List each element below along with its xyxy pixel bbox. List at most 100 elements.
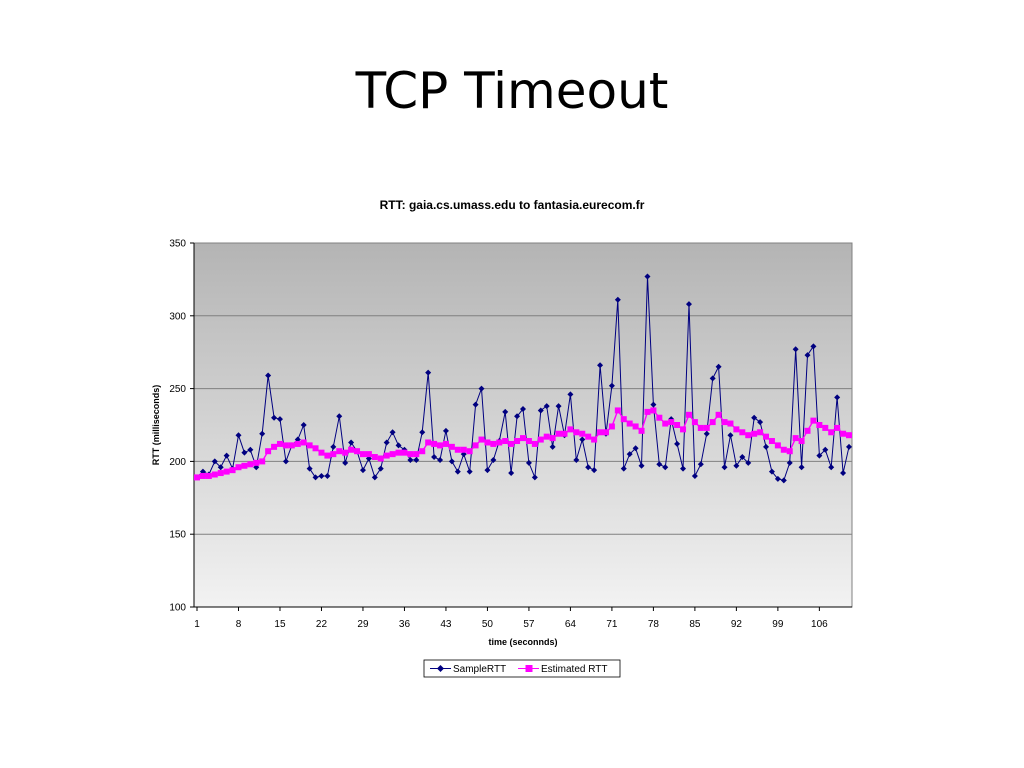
data-point [306,442,313,449]
data-point [763,433,770,440]
data-point [555,430,562,437]
data-point [662,420,669,427]
data-point [822,424,829,431]
data-point [223,468,230,475]
data-point [306,465,313,472]
x-tick-label: 15 [274,619,286,630]
data-point [608,382,615,389]
data-point [241,449,248,456]
data-point [721,419,728,426]
x-axis-label: time (seconnds) [488,637,557,647]
data-point [674,422,681,428]
data-point [271,414,278,421]
data-point [389,429,396,436]
data-point [520,405,526,412]
data-point [490,440,497,447]
data-point [241,462,248,469]
data-point [377,465,384,472]
data-point [520,435,526,442]
x-tick-label: 57 [523,619,535,630]
data-point [431,440,438,447]
data-point [834,424,841,431]
data-point [828,464,835,471]
data-point [442,440,449,447]
data-point [265,372,272,379]
data-point [247,446,254,453]
data-point [247,461,254,468]
y-axis-label: RTT (milliseconds) [151,385,161,466]
data-point [567,391,574,398]
data-point [822,446,829,453]
data-point [472,401,479,408]
data-point [389,451,396,458]
y-tick-label: 300 [169,311,186,322]
data-point [614,407,621,414]
data-point [786,448,793,455]
y-tick-label: 200 [169,457,186,468]
data-point [508,440,515,447]
data-point [395,442,402,449]
data-point [259,458,266,465]
data-point [656,414,663,421]
y-tick-label: 150 [169,530,186,541]
data-point [792,346,799,353]
data-point [685,301,692,308]
legend: SampleRTT Estimated RTT [423,659,621,678]
data-point [828,429,835,436]
data-point [217,470,224,477]
data-point [371,474,378,481]
data-point [804,352,811,359]
data-point [561,430,568,437]
data-point [816,422,823,428]
data-point [211,471,218,478]
data-point [597,362,604,369]
legend-swatch-estimated-marker [525,665,533,672]
data-point [751,430,758,437]
y-tick-label: 250 [169,384,186,395]
data-point [437,456,444,463]
x-tick-label: 85 [689,619,701,630]
data-point [401,449,408,456]
data-point [259,430,266,437]
data-point [579,436,586,443]
data-point [514,438,521,445]
data-point [383,452,390,459]
data-point [632,423,639,430]
data-point [194,474,200,481]
data-point [709,419,716,426]
data-point [626,451,633,458]
data-point [460,446,467,453]
data-point [840,430,847,437]
data-point [478,385,485,392]
y-tick-label: 350 [169,239,186,250]
data-point [300,439,307,446]
data-point [591,467,598,474]
data-point [792,435,799,442]
data-point [223,452,230,459]
series-estimated-rtt [194,407,852,481]
data-point [466,448,473,455]
data-point [834,394,841,401]
x-tick-label: 106 [811,619,828,630]
data-point [413,456,420,463]
data-point [691,472,698,479]
data-point [846,443,852,450]
data-point [585,433,592,440]
data-point [597,429,604,436]
data-point [253,459,260,466]
data-point [502,408,509,415]
data-point [798,464,805,471]
data-point [419,429,426,436]
data-point [650,407,657,414]
data-point [768,438,775,445]
data-point [668,419,675,426]
data-point [282,458,289,465]
data-point [650,401,657,408]
data-point [543,433,550,440]
data-point [383,439,390,446]
data-point [567,426,574,433]
data-point [229,467,236,474]
data-point [294,440,301,447]
data-point [620,465,627,472]
